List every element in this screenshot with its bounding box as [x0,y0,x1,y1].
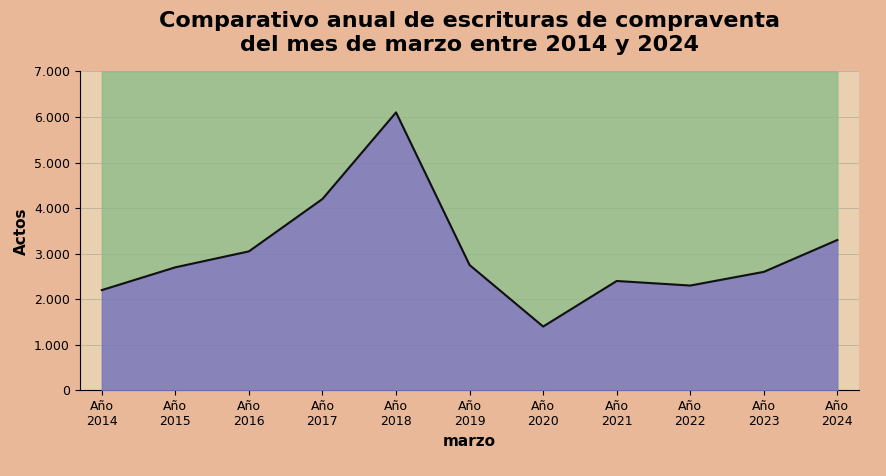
Title: Comparativo anual de escrituras de compraventa
del mes de marzo entre 2014 y 202: Comparativo anual de escrituras de compr… [159,11,780,55]
X-axis label: marzo: marzo [443,434,496,448]
Y-axis label: Actos: Actos [13,207,28,255]
